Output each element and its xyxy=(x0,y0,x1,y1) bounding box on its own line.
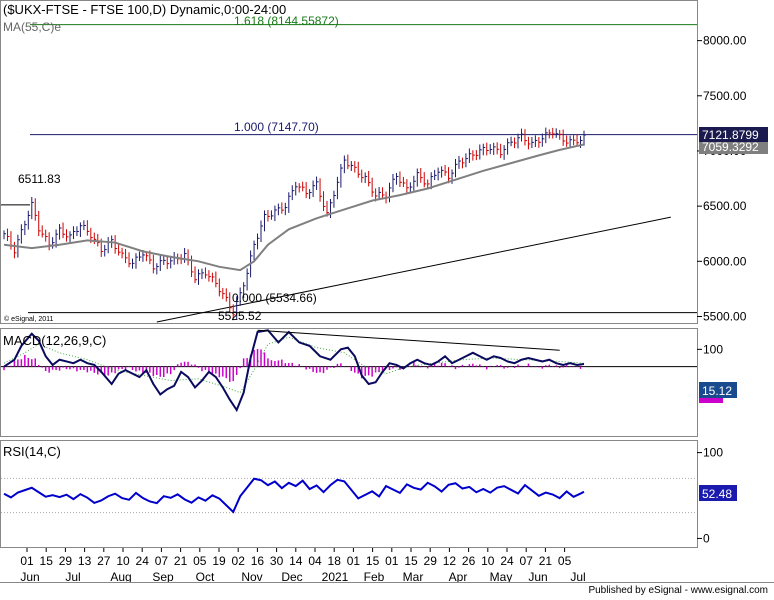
x-month-label: May xyxy=(490,570,513,584)
price-ytick-label: 6500.00 xyxy=(703,199,747,213)
x-day-label: 15 xyxy=(40,554,54,568)
rsi-title: RSI(14,C) xyxy=(3,444,61,459)
price-ytick-label: 6000.00 xyxy=(703,254,747,268)
macd-signal-line xyxy=(3,336,585,394)
x-day-label: 27 xyxy=(97,554,111,568)
macd-ytick-label: 100 xyxy=(703,342,723,356)
ma-value-tag: 7059.3292 xyxy=(702,140,759,154)
rsi-panel xyxy=(0,440,698,548)
x-month-label: Jun xyxy=(20,570,39,584)
x-day-label: 15 xyxy=(404,554,418,568)
x-month-label: Feb xyxy=(364,570,385,584)
x-month-label: Sep xyxy=(152,570,174,584)
x-day-label: 10 xyxy=(116,554,130,568)
x-month-label: Jul xyxy=(570,570,585,584)
fib-level-1000-label: 1.000 (7147.70) xyxy=(234,120,319,134)
x-day-label: 01 xyxy=(385,554,399,568)
price-ytick-label: 5500.00 xyxy=(703,309,747,323)
watermark: © eSignal, 2011 xyxy=(4,315,54,323)
macd-trendline xyxy=(257,329,560,351)
x-month-label: Jun xyxy=(528,570,547,584)
x-month-label: Dec xyxy=(281,570,302,584)
fib-level-1618-label: 1.618 (8144.55872) xyxy=(234,14,339,28)
x-day-label: 07 xyxy=(155,554,169,568)
macd-value-tag: 15.12 xyxy=(702,384,732,398)
rsi-ytick-label: 100 xyxy=(703,446,723,460)
rsi-value-tag-bg xyxy=(699,485,737,501)
x-day-label: 01 xyxy=(20,554,34,568)
x-month-label: Aug xyxy=(110,570,131,584)
x-day-label: 05 xyxy=(193,554,207,568)
ma-line xyxy=(3,143,585,272)
x-month-label: 2021 xyxy=(322,570,349,584)
rsi-line xyxy=(3,477,585,514)
footer-credit: Published by eSignal - www.esignal.com xyxy=(588,585,768,596)
x-day-label: 24 xyxy=(136,554,150,568)
fib-level-0000-label: 0.000 (5534.66) xyxy=(232,291,317,305)
price-ytick-label: 7500.00 xyxy=(703,89,747,103)
x-day-label: 10 xyxy=(481,554,495,568)
price-ytick-label: 8000.00 xyxy=(703,34,747,48)
x-day-label: 02 xyxy=(232,554,246,568)
x-day-label: 04 xyxy=(308,554,322,568)
x-day-label: 30 xyxy=(270,554,284,568)
ma-indicator-label: MA(55,C)e xyxy=(3,20,61,34)
x-day-label: 13 xyxy=(78,554,92,568)
x-month-label: Apr xyxy=(449,570,468,584)
ma-value-tag-bg xyxy=(699,139,768,154)
rsi-ytick-label: 0 xyxy=(703,531,710,545)
x-day-label: 21 xyxy=(539,554,553,568)
x-day-label: 21 xyxy=(174,554,188,568)
x-day-label: 26 xyxy=(462,554,476,568)
x-day-label: 19 xyxy=(212,554,226,568)
macd-title: MACD(12,26,9,C) xyxy=(3,333,106,348)
x-day-label: 29 xyxy=(424,554,438,568)
x-day-label: 07 xyxy=(520,554,534,568)
price-panel xyxy=(0,0,698,324)
macd-panel xyxy=(0,328,698,437)
x-month-label: Nov xyxy=(241,570,262,584)
macd-line xyxy=(3,329,585,413)
price-chart-title: ($UKX-FTSE - FTSE 100,D) Dynamic,0:00-24… xyxy=(3,2,286,17)
x-day-label: 24 xyxy=(500,554,514,568)
macd-signal-swatch xyxy=(699,398,723,403)
last-price-tag-bg xyxy=(699,127,768,142)
high-annotation: 6511.83 xyxy=(18,172,61,186)
x-day-label: 14 xyxy=(289,554,303,568)
x-day-label: 29 xyxy=(59,554,73,568)
x-day-label: 18 xyxy=(328,554,342,568)
x-day-label: 15 xyxy=(366,554,380,568)
x-month-label: Mar xyxy=(403,570,424,584)
x-day-label: 12 xyxy=(443,554,457,568)
x-month-label: Oct xyxy=(196,570,215,584)
x-day-label: 01 xyxy=(347,554,361,568)
rsi-value-tag: 52.48 xyxy=(702,487,732,501)
low-annotation: 5525.52 xyxy=(218,309,262,323)
support-trendline xyxy=(156,216,671,323)
x-day-label: 05 xyxy=(558,554,572,568)
x-month-label: Jul xyxy=(65,570,80,584)
macd-value-tag-bg xyxy=(699,382,737,398)
footer-bar: Published by eSignal - www.esignal.com xyxy=(0,582,774,600)
last-price-tag: 7121.8799 xyxy=(702,128,759,142)
x-day-label: 16 xyxy=(251,554,265,568)
